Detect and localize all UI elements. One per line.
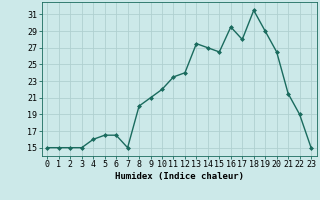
X-axis label: Humidex (Indice chaleur): Humidex (Indice chaleur) xyxy=(115,172,244,181)
